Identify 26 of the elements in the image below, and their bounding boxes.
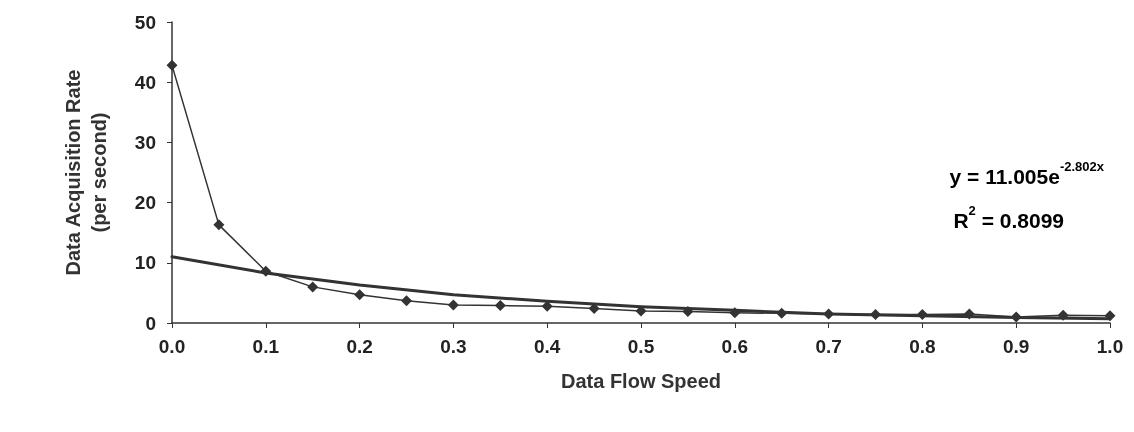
y-axis-title: Data Acquisition Rate (per second) xyxy=(62,69,110,276)
y-tick-label: 50 xyxy=(134,11,156,33)
x-tick-label: 1.0 xyxy=(1096,336,1124,357)
x-tick-label: 0.0 xyxy=(158,336,186,357)
x-tick-label: 0.1 xyxy=(252,336,280,357)
y-tick-label: 0 xyxy=(145,312,156,334)
y-tick-label: 10 xyxy=(134,252,156,274)
y-tick-label: 40 xyxy=(134,71,156,93)
x-tick-label: 0.8 xyxy=(909,336,936,357)
point xyxy=(401,295,412,307)
point xyxy=(307,281,319,293)
x-tick-label: 0.4 xyxy=(533,336,561,357)
x-tick-label: 0.6 xyxy=(721,336,749,357)
point xyxy=(494,300,506,312)
point xyxy=(213,219,225,231)
point xyxy=(354,289,366,301)
x-tick-label: 0.2 xyxy=(346,336,373,357)
x-tick-label: 0.5 xyxy=(627,336,655,357)
x-tick-label: 0.7 xyxy=(815,336,842,357)
y-tick-label: 20 xyxy=(134,192,156,214)
point xyxy=(166,59,178,71)
x-tick-label: 0.3 xyxy=(440,336,467,357)
y-tick-label: 30 xyxy=(134,131,156,153)
x-axis-title: Data Flow Speed xyxy=(560,370,722,392)
x-tick-label: 0.9 xyxy=(1002,336,1030,357)
point xyxy=(447,299,459,311)
